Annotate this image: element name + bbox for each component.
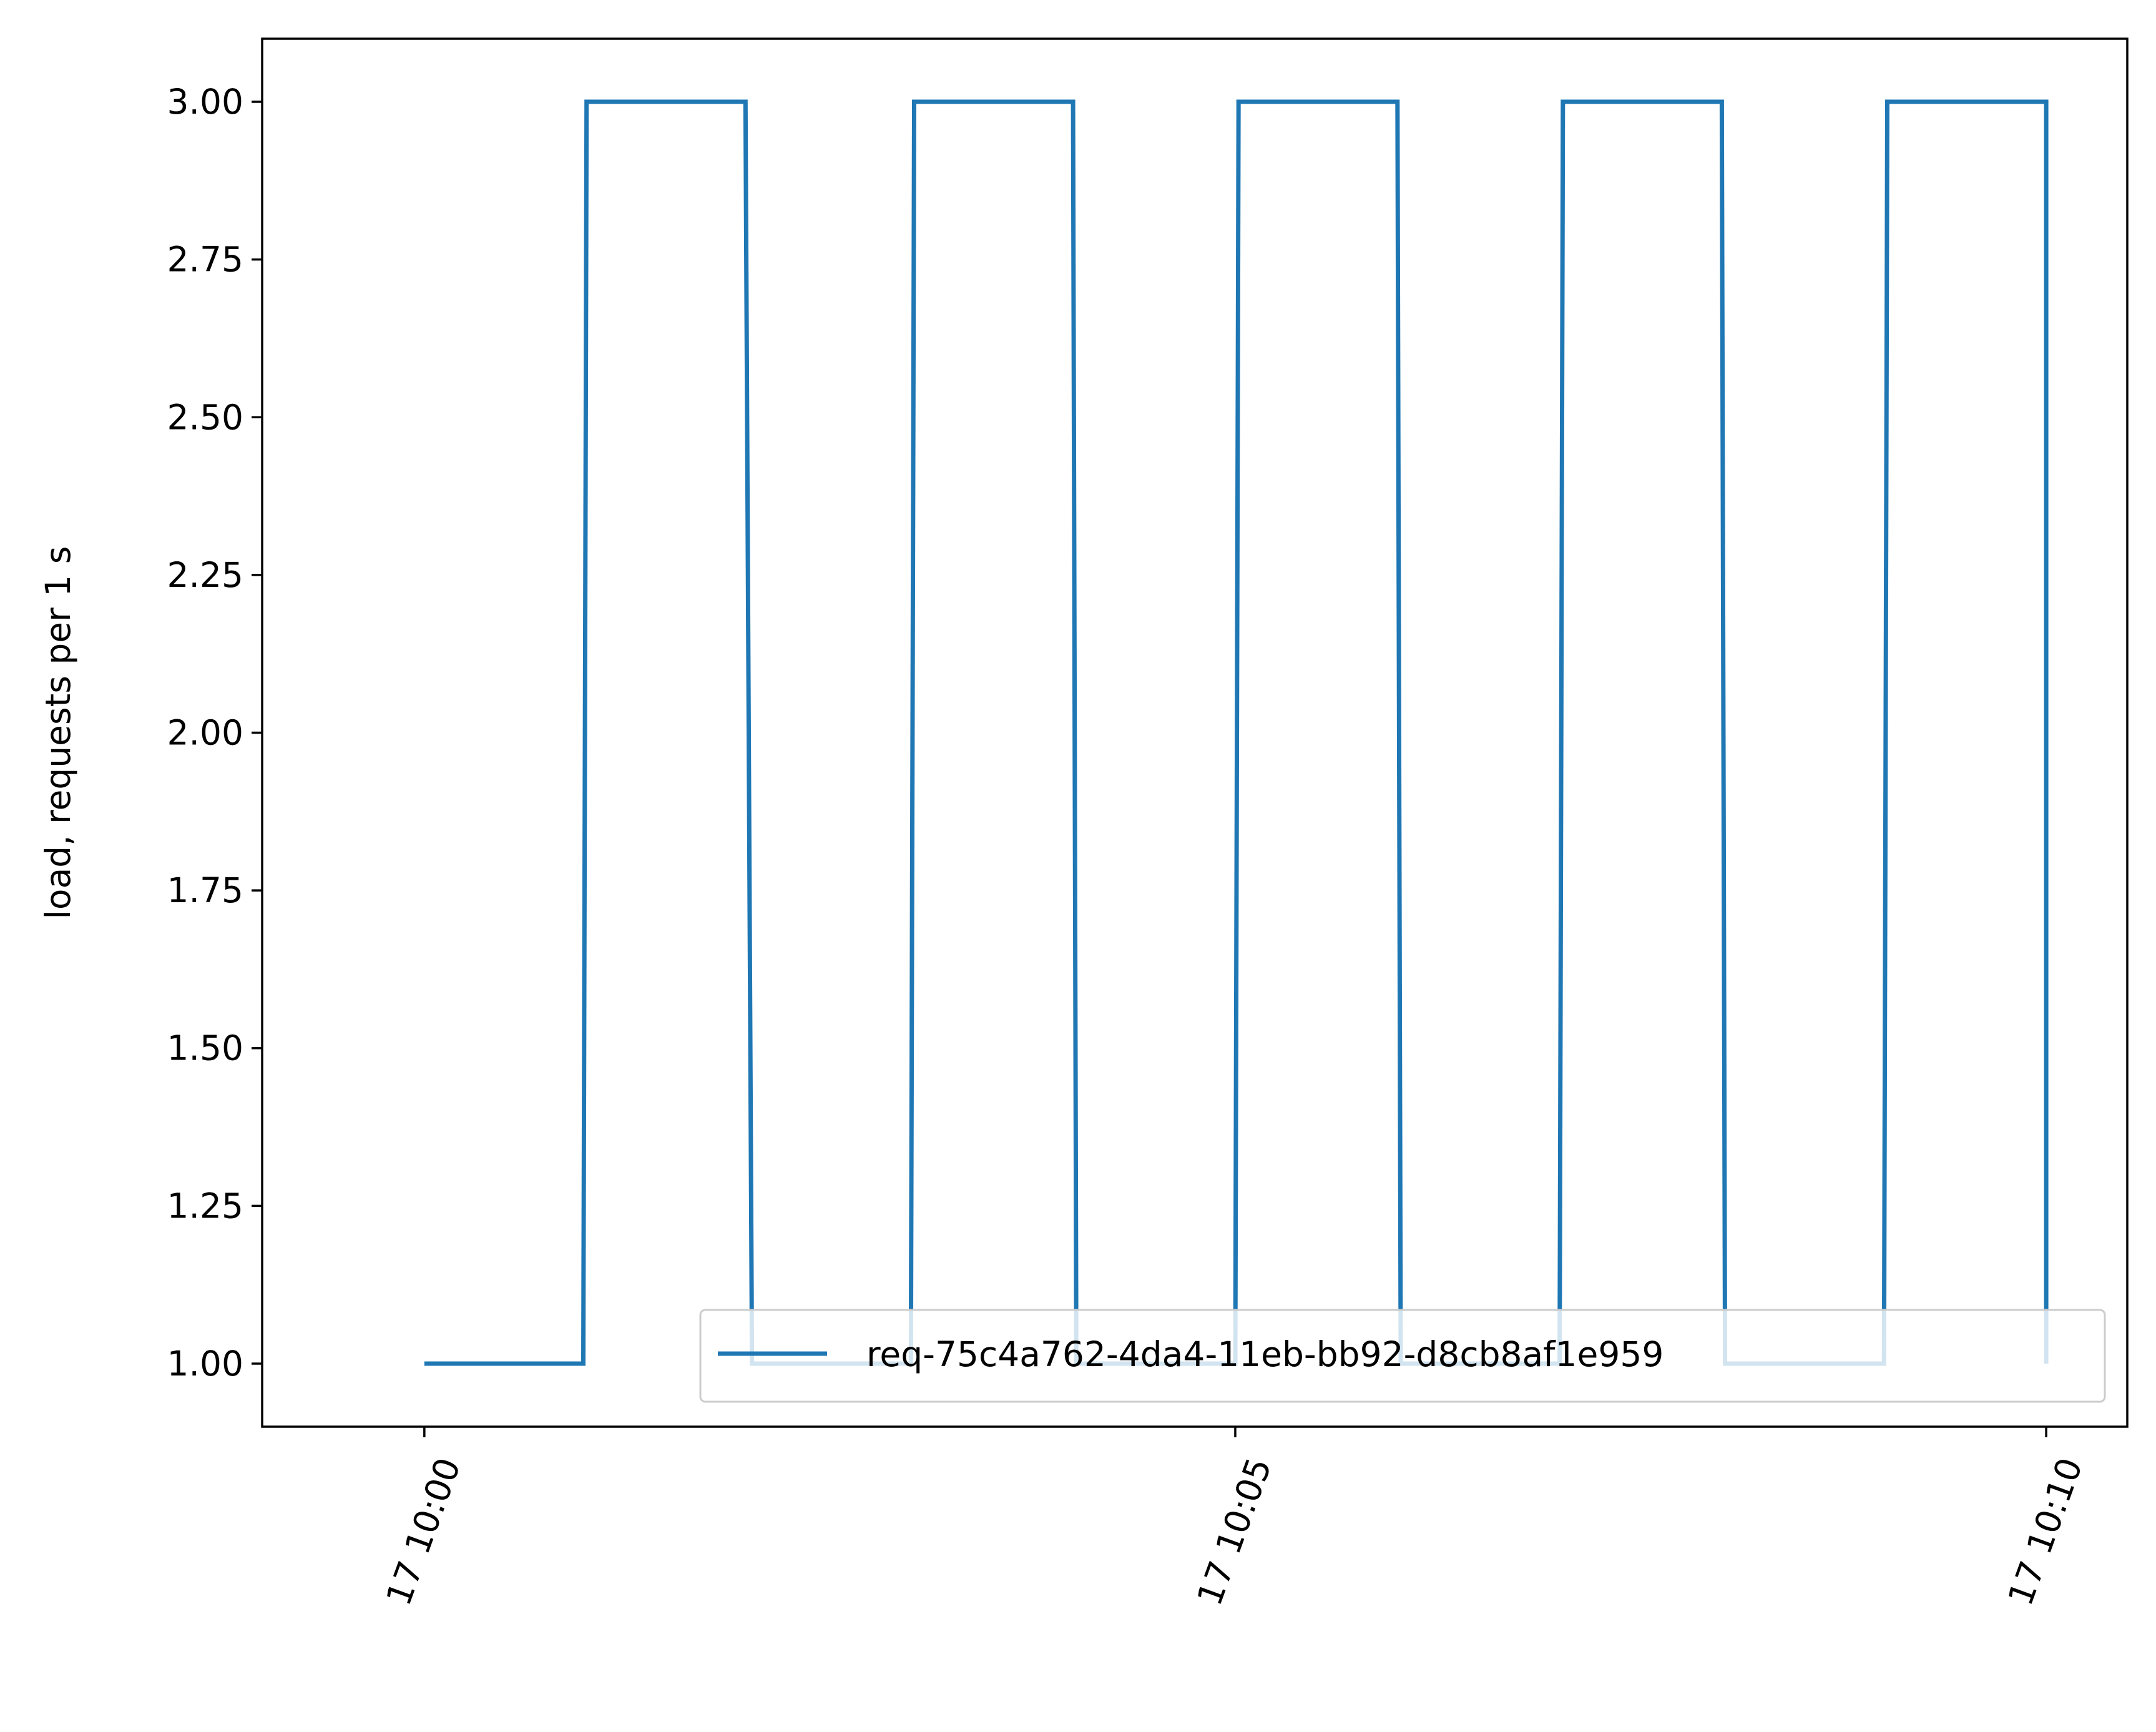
y-tick-label: 1.00: [167, 1344, 243, 1384]
y-tick-label: 2.25: [167, 555, 243, 595]
y-tick-label: 2.00: [167, 713, 243, 753]
legend-box: [699, 1309, 2106, 1403]
y-axis-label: load, requests per 1 s: [38, 546, 78, 920]
y-tick-label: 1.25: [167, 1186, 243, 1226]
y-tick-label: 1.75: [167, 870, 243, 910]
y-tick-label: 1.50: [167, 1028, 243, 1068]
y-axis-ticks: 1.00 1.25 1.50 1.75 2.00 2.25 2.50 2.75 3.00: [167, 82, 262, 1384]
legend: req-75c4a762-4da4-11eb-bb92-d8cb8af1e959: [699, 1309, 2106, 1403]
legend-entry-label: req-75c4a762-4da4-11eb-bb92-d8cb8af1e959: [866, 1334, 1664, 1374]
y-tick-label: 3.00: [167, 82, 243, 122]
y-tick-label: 2.50: [167, 397, 243, 437]
y-tick-label: 2.75: [167, 240, 243, 280]
plot-area: 1.001.251.501.752.002.252.502.753.00 17 …: [167, 37, 2129, 1611]
